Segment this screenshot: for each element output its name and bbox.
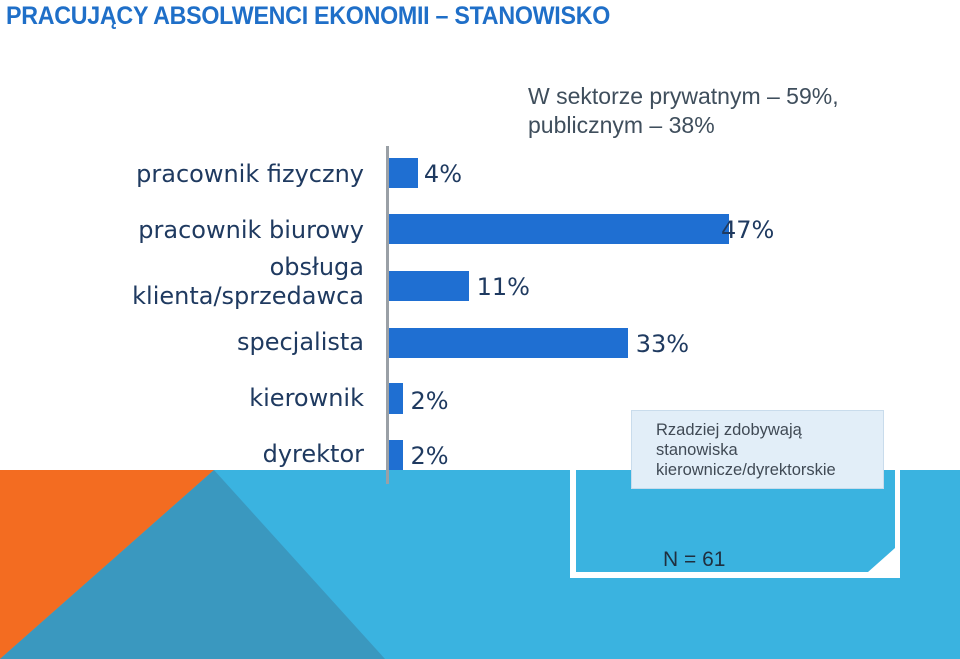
category-label-line: kierownik	[249, 384, 364, 412]
category-label: obsługa klienta/sprzedawca	[132, 253, 364, 311]
bar	[389, 271, 469, 301]
callout-line1: Rzadziej zdobywają	[656, 421, 802, 439]
bar-value-label: 47%	[721, 216, 775, 244]
background-teal-shape	[0, 470, 385, 659]
bar	[389, 440, 404, 470]
bar	[389, 328, 628, 358]
bar	[389, 383, 404, 414]
category-label-line: specjalista	[236, 328, 364, 356]
category-label: specjalista	[237, 328, 364, 357]
category-label: kierownik	[249, 384, 364, 413]
bar	[389, 158, 418, 188]
category-label-line: pracownik fizyczny	[136, 160, 364, 188]
callout-line3: kierownicze/dyrektorskie	[656, 461, 836, 479]
sample-size-label: N = 61	[663, 548, 726, 571]
callout-box: Rzadziej zdobywają stanowiska kierownicz…	[631, 410, 884, 489]
category-label: dyrektor	[263, 440, 364, 469]
category-label-line: pracownik biurowy	[138, 216, 364, 244]
bar-value-label: 2%	[410, 442, 449, 470]
page-title: PRACUJĄCY ABSOLWENCI EKONOMII – STANOWIS…	[6, 2, 611, 30]
bar	[389, 214, 729, 244]
sector-note-line1: W sektorze prywatnym – 59%,	[528, 83, 839, 109]
category-label: pracownik biurowy	[138, 216, 364, 245]
category-label-line: dyrektor	[262, 440, 364, 468]
category-label-line: obsługa	[269, 253, 364, 281]
bar-value-label: 11%	[476, 273, 530, 301]
callout-line2: stanowiska	[656, 441, 738, 459]
category-label-line: klienta/sprzedawca	[132, 282, 364, 310]
bar-value-label: 33%	[635, 330, 690, 358]
bar-value-label: 2%	[410, 387, 449, 415]
sector-note: W sektorze prywatnym – 59%, publicznym –…	[528, 82, 839, 140]
category-label: pracownik fizyczny	[136, 160, 364, 189]
bar-value-label: 4%	[423, 160, 462, 188]
sector-note-line2: publicznym – 38%	[528, 112, 715, 138]
category-axis-line	[386, 146, 389, 484]
